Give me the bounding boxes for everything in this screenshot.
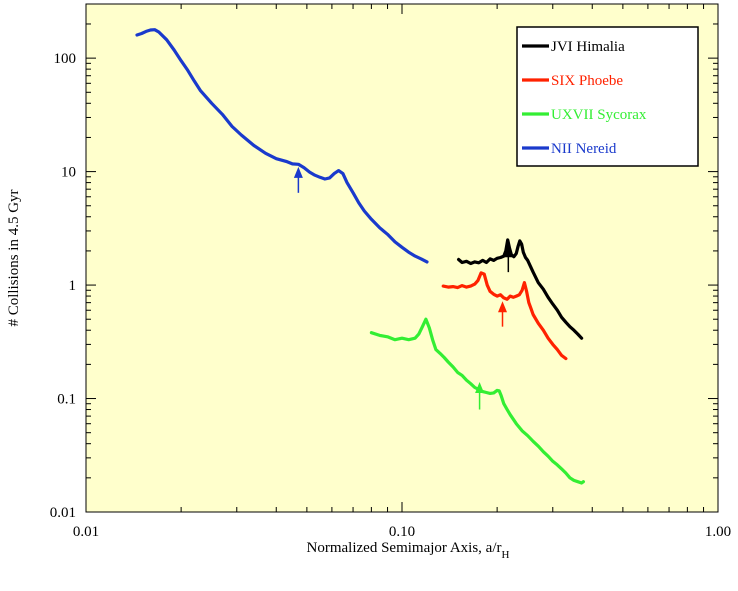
y-tick-label: 0.01 bbox=[50, 505, 76, 521]
legend-label: NII Nereid bbox=[551, 141, 617, 157]
series-line-3 bbox=[135, 28, 429, 264]
arrow-layer bbox=[293, 166, 513, 410]
legend-box bbox=[516, 26, 699, 167]
y-tick-label: 0.1 bbox=[57, 392, 76, 408]
x-tick-label: 0.10 bbox=[389, 524, 415, 540]
legend-item: NII Nereid bbox=[522, 141, 617, 157]
marker-arrow bbox=[475, 381, 485, 410]
legend-label: SIX Phoebe bbox=[551, 73, 623, 89]
marker-arrow bbox=[498, 301, 508, 327]
x-tick-label: 1.00 bbox=[705, 524, 731, 540]
series-line-1 bbox=[441, 271, 568, 361]
x-axis-title: Normalized Semimajor Axis, a/rH bbox=[307, 540, 510, 561]
axis-ticks bbox=[85, 3, 719, 513]
series-line-2 bbox=[369, 317, 586, 485]
legend: JVI Himalia SIX Phoebe UXVII Sycorax NII Ne… bbox=[516, 26, 699, 167]
marker-arrow bbox=[503, 246, 513, 273]
y-tick-label: 1 bbox=[69, 278, 77, 294]
tick-labels: 0.01 0.10 1.00 0.01 0.1 1 10 100 bbox=[50, 51, 731, 540]
legend-label: UXVII Sycorax bbox=[551, 107, 647, 123]
y-axis-title: # Collisions in 4.5 Gyr bbox=[6, 189, 22, 326]
y-tick-label: 10 bbox=[61, 165, 76, 181]
legend-item: JVI Himalia bbox=[522, 39, 625, 55]
x-tick-label: 0.01 bbox=[73, 524, 99, 540]
x-axis-title-main: Normalized Semimajor Axis, a/r bbox=[307, 540, 502, 556]
legend-item: SIX Phoebe bbox=[522, 73, 623, 89]
legend-label: JVI Himalia bbox=[551, 39, 625, 55]
x-axis-title-subscript: H bbox=[502, 549, 510, 561]
series-layer bbox=[135, 28, 586, 485]
plot-frame bbox=[85, 3, 719, 513]
legend-item: UXVII Sycorax bbox=[522, 107, 647, 123]
marker-arrow bbox=[293, 166, 303, 193]
y-tick-label: 100 bbox=[54, 51, 77, 67]
series-line-0 bbox=[457, 238, 584, 340]
